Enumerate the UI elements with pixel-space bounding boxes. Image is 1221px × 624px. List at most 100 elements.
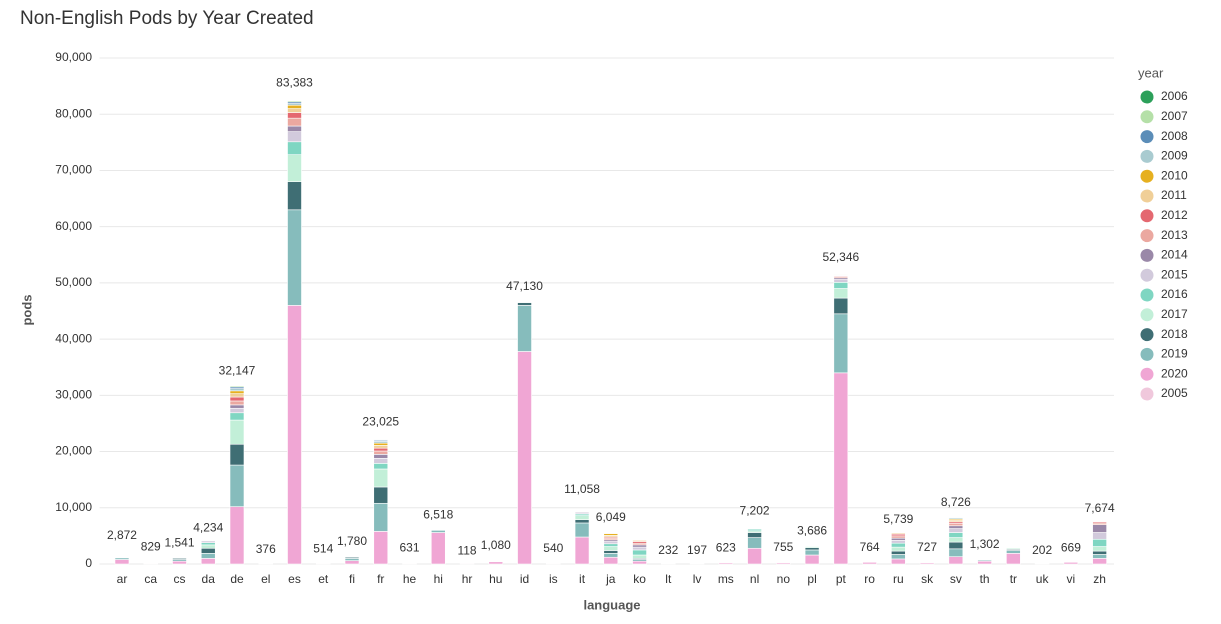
- bar-segment: [316, 563, 330, 564]
- x-tick-label: hi: [434, 572, 443, 586]
- bar-segment: [374, 487, 388, 503]
- bar-segment: [172, 561, 186, 564]
- y-axis-label: pods: [19, 294, 34, 325]
- bar-segment: [604, 547, 618, 551]
- legend-swatch: [1141, 368, 1154, 381]
- legend-label: 2018: [1161, 327, 1188, 341]
- x-tick-label: he: [403, 572, 417, 586]
- total-label: 11,058: [564, 482, 600, 496]
- bar-segment: [978, 560, 992, 561]
- bar-segment: [201, 543, 215, 545]
- bar-segment: [1093, 533, 1107, 540]
- bar-segment: [719, 563, 733, 564]
- bar-segment: [288, 126, 302, 132]
- x-tick-label: sk: [921, 572, 934, 586]
- bar-segment: [949, 533, 963, 538]
- bar-segment: [115, 560, 129, 564]
- legend-label: 2010: [1161, 168, 1188, 182]
- bar-segment: [748, 533, 762, 538]
- legend-label: 2019: [1161, 347, 1188, 361]
- y-tick-label: 90,000: [55, 50, 92, 64]
- x-tick-label: hu: [489, 572, 502, 586]
- bar-segment: [288, 182, 302, 210]
- total-label: 5,739: [883, 512, 913, 526]
- bar-segment: [1093, 522, 1107, 523]
- x-tick-label: pl: [807, 572, 816, 586]
- bar-segment: [1006, 548, 1020, 549]
- bar-segment: [288, 305, 302, 564]
- bar-segment: [834, 289, 848, 299]
- bar-segment: [172, 558, 186, 559]
- legend-swatch: [1141, 170, 1154, 183]
- bar-segment: [374, 448, 388, 451]
- bar-segment: [374, 503, 388, 531]
- y-tick-label: 70,000: [55, 163, 92, 177]
- bar-segment: [230, 405, 244, 408]
- y-tick-label: 30,000: [55, 388, 92, 402]
- x-tick-label: tr: [1010, 572, 1017, 586]
- bar-segment: [374, 458, 388, 463]
- bar-segment: [115, 557, 129, 558]
- total-label: 7,674: [1085, 501, 1115, 515]
- total-label: 232: [658, 543, 678, 557]
- legend-label: 2016: [1161, 287, 1188, 301]
- bar-segment: [374, 463, 388, 469]
- bar-segment: [374, 531, 388, 564]
- legend-label: 2007: [1161, 109, 1188, 123]
- x-tick-label: pt: [836, 572, 847, 586]
- bar-segment: [230, 401, 244, 405]
- total-label: 1,780: [337, 534, 367, 548]
- x-tick-label: ms: [718, 572, 734, 586]
- bar-segment: [230, 408, 244, 412]
- bar-segment: [805, 547, 819, 548]
- bar-segment: [891, 551, 905, 554]
- bar-segment: [604, 544, 618, 547]
- total-label: 7,202: [740, 504, 770, 518]
- bar-segment: [518, 305, 532, 351]
- x-tick-label: lt: [665, 572, 672, 586]
- legend-title: year: [1138, 65, 1164, 80]
- legend-swatch: [1141, 190, 1154, 203]
- bar-segment: [834, 282, 848, 288]
- legend-label: 2006: [1161, 89, 1188, 103]
- x-tick-label: id: [520, 572, 529, 586]
- total-label: 202: [1032, 543, 1052, 557]
- bar-segment: [949, 557, 963, 564]
- total-label: 669: [1061, 540, 1081, 554]
- bar-segment: [891, 540, 905, 543]
- x-tick-label: is: [549, 572, 558, 586]
- total-label: 1,080: [481, 538, 511, 552]
- bar-segment: [1093, 525, 1107, 533]
- bar-segment: [201, 558, 215, 564]
- bar-segment: [288, 100, 302, 101]
- total-label: 1,302: [970, 537, 1000, 551]
- bar-segment: [431, 530, 445, 532]
- bar-segment: [834, 280, 848, 283]
- bar-segment: [776, 563, 790, 564]
- bar-segment: [288, 210, 302, 306]
- bar-segment: [949, 542, 963, 549]
- bar-segment: [575, 516, 589, 520]
- bar-segment: [201, 553, 215, 558]
- bar-segment: [633, 555, 647, 558]
- x-tick-label: el: [261, 572, 270, 586]
- bar-segment: [748, 538, 762, 549]
- bar-segment: [633, 561, 647, 564]
- bar-segment: [431, 533, 445, 564]
- bar-segment: [805, 548, 819, 550]
- bar-segment: [949, 529, 963, 533]
- chart-title: Non-English Pods by Year Created: [20, 8, 314, 29]
- y-tick-label: 60,000: [55, 219, 92, 233]
- y-tick-label: 20,000: [55, 444, 92, 458]
- bar-segment: [201, 548, 215, 553]
- legend-swatch: [1141, 328, 1154, 341]
- bar-segment: [633, 550, 647, 555]
- bar-segment: [230, 394, 244, 397]
- bar-segment: [891, 543, 905, 547]
- bar-segment: [949, 549, 963, 557]
- bar-segment: [805, 555, 819, 564]
- bar-segment: [604, 551, 618, 554]
- bar-segment: [288, 118, 302, 126]
- total-label: 3,686: [797, 523, 827, 537]
